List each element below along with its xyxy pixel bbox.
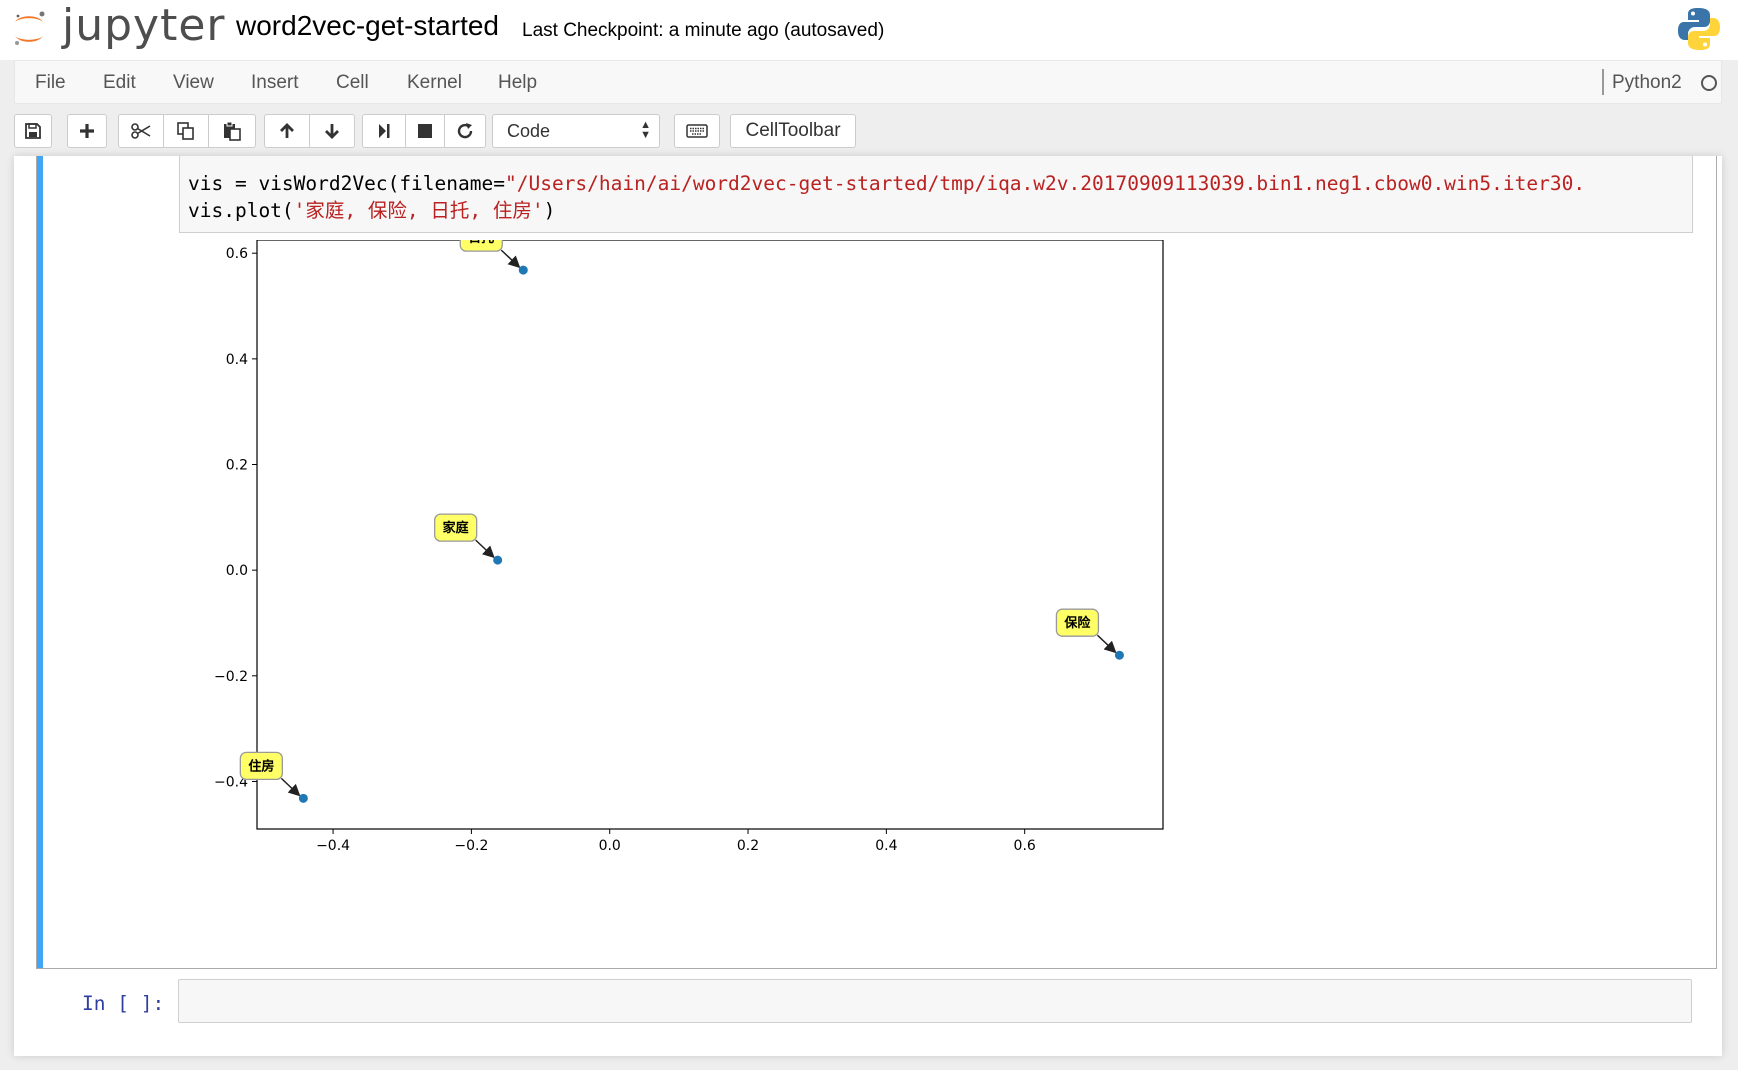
scatter-point xyxy=(493,555,503,565)
cell-type-value: Code xyxy=(507,121,551,141)
code-string: "/Users/hain/ai/word2vec-get-started/tmp… xyxy=(504,172,1586,195)
scatter-point xyxy=(298,793,308,803)
arrow-up-icon xyxy=(280,123,294,138)
x-tick-label: −0.4 xyxy=(316,838,350,854)
code-cell-selected[interactable]: vis = visWord2Vec(filename="/Users/hain/… xyxy=(36,156,1717,969)
stop-icon xyxy=(418,124,432,138)
insert-cell-button[interactable] xyxy=(67,114,107,148)
y-tick-label: 0.2 xyxy=(226,458,248,474)
menubar: File Edit View Insert Cell Kernel Help P… xyxy=(14,60,1722,104)
annotation-label: 日托 xyxy=(468,240,494,246)
save-icon xyxy=(25,123,41,139)
toolbar: Code ▲ ▼ CellToolbar xyxy=(0,112,1738,152)
code-line-1: vis = visWord2Vec(filename="/Users/hain/… xyxy=(188,172,1585,195)
menu-insert[interactable]: Insert xyxy=(251,72,299,93)
cut-button[interactable] xyxy=(118,114,164,148)
plot-frame xyxy=(256,240,1164,830)
cell-selection-bar xyxy=(37,156,43,968)
scatter-point xyxy=(518,265,528,275)
annotation-arrow xyxy=(1096,634,1117,654)
copy-button[interactable] xyxy=(163,114,209,148)
restart-icon xyxy=(457,123,473,139)
y-tick-label: 0.6 xyxy=(226,246,248,262)
annotation-label-box xyxy=(434,513,478,542)
notebook-title[interactable]: word2vec-get-started xyxy=(236,10,500,41)
save-button[interactable] xyxy=(14,114,52,148)
arrow-down-icon xyxy=(325,124,339,139)
annotation-arrow xyxy=(280,777,301,797)
paste-icon xyxy=(224,121,241,141)
annotation-label-box xyxy=(1055,608,1100,637)
empty-code-cell-input[interactable] xyxy=(178,979,1692,1023)
x-tick-label: −0.2 xyxy=(454,838,488,854)
cell-type-select[interactable]: Code ▲ ▼ xyxy=(492,114,660,148)
keyboard-icon xyxy=(686,124,708,138)
annotation-label: 家庭 xyxy=(443,520,470,536)
y-tick-label: 0.0 xyxy=(226,563,248,579)
code-editor[interactable]: vis = visWord2Vec(filename="/Users/hain/… xyxy=(179,156,1693,233)
run-step-icon xyxy=(379,124,390,138)
code-text: vis = visWord2Vec(filename= xyxy=(188,172,505,195)
kernel-idle-circle-icon xyxy=(1701,75,1717,91)
menu-help[interactable]: Help xyxy=(498,72,538,93)
y-tick-label: 0.4 xyxy=(226,352,248,368)
command-palette-button[interactable] xyxy=(674,114,720,148)
annotation-arrow xyxy=(475,539,495,559)
python-logo-icon xyxy=(1678,8,1720,50)
menu-file[interactable]: File xyxy=(35,72,66,93)
jupyter-logo-text: jupyter xyxy=(62,0,226,51)
code-string: '家庭, 保险, 日托, 住房' xyxy=(293,199,544,222)
x-tick-label: 0.2 xyxy=(737,838,759,854)
menu-edit[interactable]: Edit xyxy=(103,72,136,93)
menu-kernel[interactable]: Kernel xyxy=(407,72,462,93)
annotation-label: 住房 xyxy=(248,758,274,774)
restart-button[interactable] xyxy=(444,114,486,148)
copy-icon xyxy=(177,122,194,140)
header: jupyter word2vec-get-started Last Checkp… xyxy=(0,0,1738,60)
x-tick-label: 0.0 xyxy=(599,838,621,854)
select-arrows-icon: ▲ ▼ xyxy=(640,119,651,141)
menu-view[interactable]: View xyxy=(173,72,214,93)
code-text: ) xyxy=(543,199,556,222)
kernel-name[interactable]: Python2 xyxy=(1612,72,1682,93)
code-line-2: vis.plot('家庭, 保险, 日托, 住房') xyxy=(188,194,555,223)
interrupt-button[interactable] xyxy=(405,114,445,148)
annotation-label-box xyxy=(459,240,503,252)
code-text: vis.plot( xyxy=(188,199,294,222)
kernel-divider xyxy=(1602,69,1604,95)
x-tick-label: 0.6 xyxy=(1014,838,1036,854)
cut-icon xyxy=(131,123,151,139)
scatter-point xyxy=(1114,650,1124,660)
plus-icon xyxy=(80,124,94,138)
paste-button[interactable] xyxy=(208,114,256,148)
move-down-button[interactable] xyxy=(309,114,355,148)
celltoolbar-button[interactable]: CellToolbar xyxy=(730,114,856,148)
annotation-arrow xyxy=(500,249,521,269)
menu-cell[interactable]: Cell xyxy=(336,72,369,93)
y-tick-label: −0.4 xyxy=(214,774,248,790)
y-tick-label: −0.2 xyxy=(214,669,248,685)
x-tick-label: 0.4 xyxy=(875,838,897,854)
run-cell-button[interactable] xyxy=(362,114,406,148)
annotation-label-box xyxy=(239,751,283,781)
notebook-container: vis = visWord2Vec(filename="/Users/hain/… xyxy=(14,156,1722,1056)
jupyter-logo[interactable]: jupyter xyxy=(12,0,225,52)
jupyter-logo-icon xyxy=(15,11,45,45)
checkpoint-status: Last Checkpoint: a minute ago (autosaved… xyxy=(522,20,885,41)
annotation-label: 保险 xyxy=(1063,615,1091,631)
input-prompt: In [ ]: xyxy=(82,992,165,1015)
move-up-button[interactable] xyxy=(264,114,310,148)
scatter-plot: −0.4 −0.2 0.0 0.2 0.4 0.6 0.6 0.4 0.2 0.0 −0.2 −0.4… xyxy=(214,240,1164,854)
